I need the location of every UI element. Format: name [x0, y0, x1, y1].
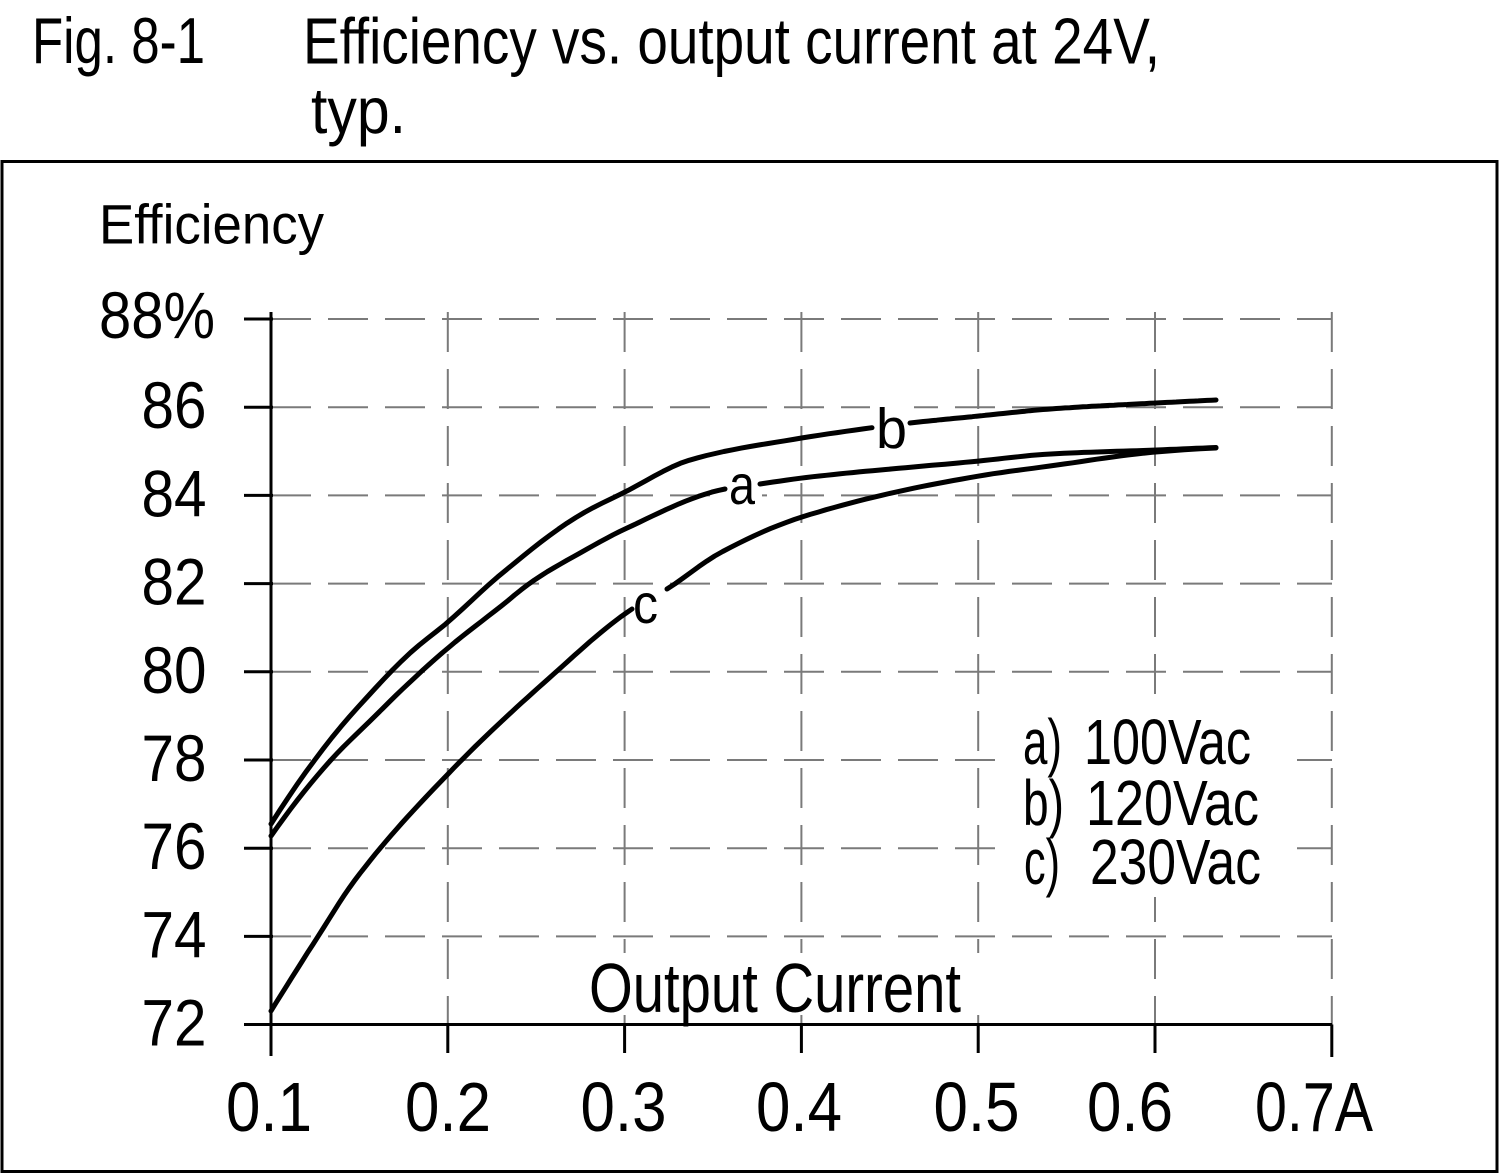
svg-text:88%: 88% — [99, 278, 215, 352]
svg-text:0.4: 0.4 — [756, 1068, 842, 1146]
svg-text:72: 72 — [142, 986, 207, 1060]
svg-text:b): b) — [1023, 767, 1064, 839]
svg-text:b: b — [876, 397, 907, 461]
svg-text:0.2: 0.2 — [405, 1068, 491, 1146]
svg-text:80: 80 — [142, 633, 207, 707]
svg-text:c): c) — [1024, 826, 1060, 898]
svg-text:230Vac: 230Vac — [1090, 826, 1261, 898]
svg-text:c: c — [633, 572, 658, 635]
svg-text:82: 82 — [142, 545, 207, 619]
svg-text:120Vac: 120Vac — [1086, 767, 1259, 839]
svg-text:0.6: 0.6 — [1087, 1068, 1173, 1146]
svg-text:typ.: typ. — [311, 74, 406, 147]
svg-text:78: 78 — [142, 721, 207, 795]
svg-text:a: a — [729, 453, 756, 516]
svg-text:Output Current: Output Current — [589, 949, 961, 1027]
svg-text:a): a) — [1023, 706, 1062, 778]
svg-text:0.1: 0.1 — [226, 1068, 312, 1146]
svg-text:Efficiency vs. output current: Efficiency vs. output current at 24V, — [303, 5, 1160, 78]
svg-text:76: 76 — [142, 809, 207, 883]
svg-text:0.5: 0.5 — [934, 1068, 1020, 1146]
svg-text:84: 84 — [142, 456, 207, 530]
svg-text:74: 74 — [142, 897, 207, 971]
svg-text:Fig. 8-1: Fig. 8-1 — [32, 4, 205, 77]
svg-text:0.7A: 0.7A — [1255, 1068, 1373, 1146]
svg-text:86: 86 — [142, 368, 207, 442]
svg-text:100Vac: 100Vac — [1084, 706, 1251, 778]
svg-text:Efficiency: Efficiency — [99, 193, 324, 256]
svg-text:0.3: 0.3 — [581, 1068, 667, 1146]
